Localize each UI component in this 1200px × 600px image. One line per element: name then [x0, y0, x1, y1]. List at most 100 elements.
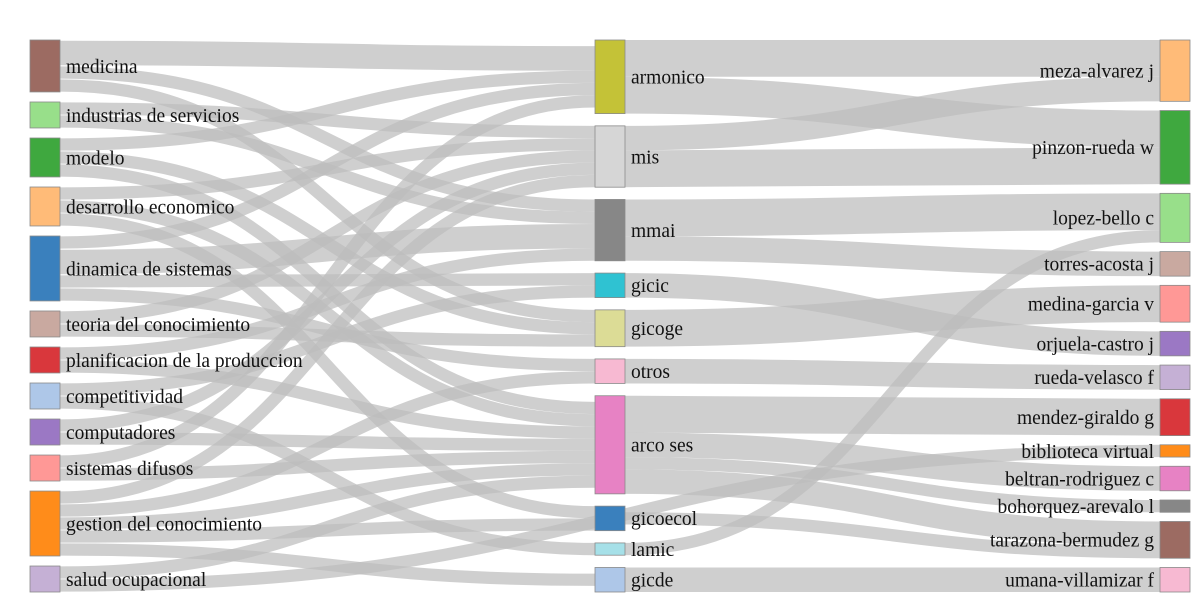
- node-lamic: [594, 542, 626, 556]
- label-gicde: gicde: [631, 571, 673, 592]
- link-arco-bohorquez: [624, 457, 1161, 513]
- label-arco: arco ses: [631, 436, 693, 457]
- label-beltran: beltran-rodriguez c: [1005, 469, 1154, 490]
- label-umana: umana-villamizar f: [1005, 571, 1154, 592]
- link-mis-meza: [624, 76, 1161, 151]
- node-pinzon: [1159, 110, 1191, 185]
- sankey-nodes: [29, 39, 1191, 593]
- link-gestion-otros: [59, 371, 596, 517]
- label-lopez: lopez-bello c: [1053, 209, 1155, 230]
- node-medina: [1159, 284, 1191, 323]
- node-arco: [594, 395, 626, 495]
- label-mmai: mmai: [631, 221, 676, 242]
- sankey-labels: medicina industrias de servicios modelo des…: [66, 57, 1155, 592]
- node-dinamica: [29, 235, 61, 302]
- label-modelo: modelo: [66, 148, 125, 169]
- label-otros: otros: [631, 362, 670, 383]
- link-arco-tarazona: [624, 469, 1161, 546]
- link-salud-arco: [59, 475, 596, 579]
- link-teoria-mis: [59, 150, 596, 324]
- node-tarazona: [1159, 521, 1191, 559]
- node-biblioteca: [1159, 444, 1191, 458]
- label-orjuela: orjuela-castro j: [1037, 334, 1155, 355]
- link-difusos-armonico: [59, 95, 596, 468]
- label-computadores: computadores: [66, 423, 175, 444]
- link-medicina-armonico: [59, 40, 596, 71]
- node-gicic: [594, 272, 626, 299]
- node-torres: [1159, 251, 1191, 277]
- link-arco-mendez: [624, 395, 1161, 436]
- node-orjuela: [1159, 330, 1191, 357]
- label-medina: medina-garcia v: [1028, 295, 1154, 316]
- label-dinamica: dinamica de sistemas: [66, 259, 232, 280]
- link-arco-beltran: [624, 432, 1161, 491]
- label-medicina: medicina: [66, 57, 138, 78]
- link-gestion-gicde: [59, 543, 596, 586]
- node-rueda: [1159, 364, 1191, 391]
- link-mmai-lopez: [624, 193, 1161, 237]
- label-desarrollo: desarrollo economico: [66, 197, 234, 218]
- label-lamic: lamic: [631, 540, 675, 561]
- label-torres: torres-acosta j: [1044, 255, 1154, 276]
- link-gestion-arco: [59, 463, 596, 530]
- link-planificacion-arco: [59, 360, 596, 439]
- node-umana: [1159, 567, 1191, 593]
- node-gestion: [29, 490, 61, 557]
- label-gicoecol: gicoecol: [631, 509, 698, 530]
- label-competitividad: competitividad: [66, 387, 183, 408]
- link-difusos-arco: [59, 450, 596, 481]
- node-teoria: [29, 310, 61, 338]
- link-otros-rueda: [624, 358, 1161, 390]
- node-salud: [29, 565, 61, 593]
- node-meza: [1159, 39, 1191, 102]
- link-medicina-gicoge: [59, 79, 596, 323]
- label-gicic: gicic: [631, 276, 669, 297]
- label-gestion: gestion del conocimiento: [66, 514, 262, 535]
- link-lamic-lopez: [624, 230, 1161, 556]
- node-gicoge: [594, 309, 626, 348]
- node-mmai: [594, 199, 626, 262]
- link-dinamica-armonico: [59, 82, 596, 249]
- label-planificacion: planificacion de la produccion: [66, 351, 303, 372]
- node-medicina: [29, 39, 61, 93]
- node-mis: [594, 125, 626, 188]
- label-armonico: armonico: [631, 68, 705, 89]
- link-gicoge-medina: [624, 285, 1161, 347]
- label-tarazona: tarazona-bermudez g: [990, 531, 1154, 552]
- node-gicoecol: [594, 505, 626, 532]
- node-difusos: [29, 454, 61, 482]
- link-modelo-armonico: [59, 70, 596, 151]
- label-teoria: teoria del conocimiento: [66, 315, 250, 336]
- label-mendez: mendez-giraldo g: [1017, 408, 1154, 429]
- node-bohorquez: [1159, 499, 1191, 513]
- node-beltran: [1159, 465, 1191, 492]
- link-mis-pinzon: [624, 147, 1161, 188]
- node-otros: [594, 358, 626, 384]
- link-gestion-mis: [59, 174, 596, 504]
- link-dinamica-mmai: [59, 224, 596, 275]
- node-armonico: [594, 39, 626, 114]
- label-salud: salud ocupacional: [66, 570, 207, 591]
- label-gicoge: gicoge: [631, 319, 683, 340]
- node-planificacion: [29, 346, 61, 374]
- node-competitividad: [29, 382, 61, 410]
- label-meza: meza-alvarez j: [1040, 61, 1154, 82]
- label-rueda: rueda-velasco f: [1034, 368, 1154, 389]
- node-lopez: [1159, 192, 1191, 243]
- label-bohorquez: bohorquez-arevalo l: [998, 497, 1155, 518]
- link-industrias-mis: [59, 102, 596, 139]
- link-gicoecol-tarazona: [624, 512, 1161, 559]
- label-mis: mis: [631, 147, 659, 168]
- node-industrias: [29, 101, 61, 129]
- label-industrias: industrias de servicios: [66, 106, 239, 127]
- node-computadores: [29, 418, 61, 446]
- node-mendez: [1159, 398, 1191, 436]
- link-mmai-torres: [624, 236, 1161, 277]
- node-gicde: [594, 567, 626, 593]
- node-desarrollo: [29, 186, 61, 227]
- link-computadores-mis: [59, 162, 596, 432]
- label-difusos: sistemas difusos: [66, 459, 193, 480]
- label-pinzon: pinzon-rueda w: [1032, 138, 1154, 159]
- node-modelo: [29, 137, 61, 178]
